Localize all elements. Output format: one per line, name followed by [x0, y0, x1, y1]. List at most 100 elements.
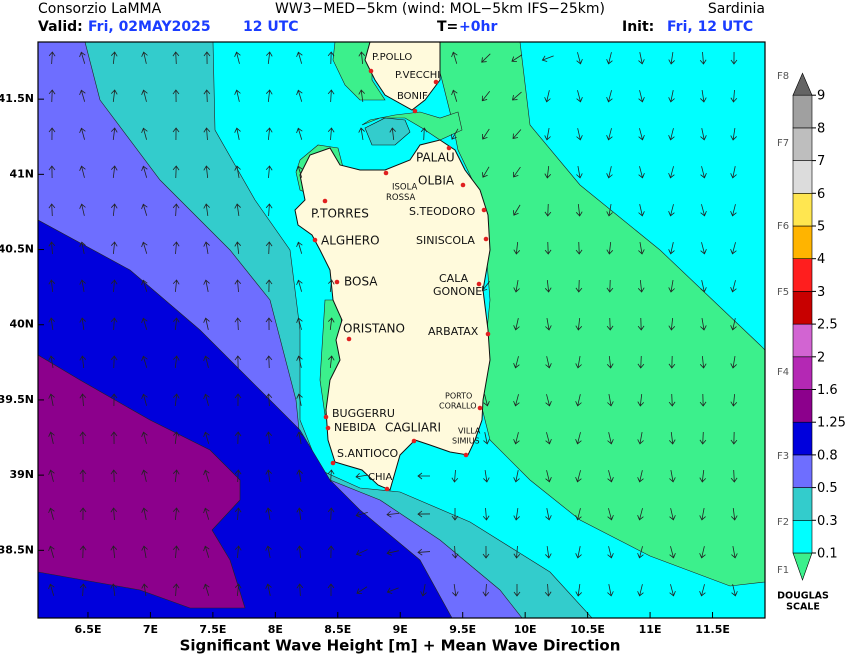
wave-arrow	[172, 393, 180, 407]
wave-arrow	[203, 127, 211, 141]
wave-arrow	[79, 279, 86, 292]
wave-arrow	[79, 507, 87, 521]
wave-arrow	[110, 469, 118, 483]
wave-arrow	[699, 508, 706, 521]
wave-arrow	[110, 583, 117, 596]
place-label: VILLA	[458, 427, 481, 436]
wave-arrow	[420, 127, 428, 141]
wave-arrow	[296, 317, 303, 330]
wave-arrow	[730, 128, 737, 141]
wave-arrow	[327, 89, 335, 103]
wave-arrow	[544, 279, 552, 293]
wave-arrow	[234, 241, 242, 255]
wave-arrow	[699, 51, 707, 65]
wave-arrow	[79, 241, 86, 254]
place-label: BONIF	[397, 91, 428, 102]
wave-arrow	[545, 508, 552, 521]
place-label: S.ANTIOCO	[337, 447, 399, 460]
wave-arrow	[48, 51, 56, 65]
colorbar-segment	[792, 258, 813, 292]
place-label: BOSA	[344, 275, 378, 289]
place-dot	[485, 331, 491, 337]
wave-arrow	[637, 546, 644, 559]
wave-arrow	[48, 583, 55, 596]
wave-arrow	[730, 204, 737, 217]
wave-arrow	[606, 241, 614, 255]
wave-arrow	[234, 279, 242, 293]
wave-arrow	[234, 355, 242, 369]
wave-arrow	[545, 546, 552, 559]
wave-arrow	[386, 510, 400, 518]
wave-arrow	[203, 165, 211, 179]
wave-arrow	[513, 508, 520, 521]
step-label: T=	[437, 19, 458, 35]
wave-arrow	[669, 470, 676, 483]
sardinia-land	[294, 139, 491, 491]
place-dot	[312, 237, 318, 243]
islet	[364, 117, 411, 146]
wave-arrow	[327, 317, 335, 331]
colorbar-segment	[792, 421, 813, 456]
valid-time: 12 UTC	[243, 19, 299, 35]
wave-arrow	[541, 55, 554, 62]
wave-arrow	[730, 356, 737, 369]
wave-arrow	[48, 89, 56, 103]
wave-arrow	[203, 469, 210, 482]
place-label: CORALLO	[439, 402, 477, 411]
wave-arrow	[730, 166, 737, 179]
wave-arrow	[607, 470, 614, 483]
wave-arrow	[234, 165, 241, 178]
lon-tick-label: 7E	[143, 623, 158, 636]
wave-arrow	[296, 51, 303, 64]
place-dot	[483, 236, 489, 242]
wave-arrow	[203, 393, 210, 406]
colorbar-segment	[792, 323, 813, 358]
wave-arrow	[172, 165, 180, 179]
wave-arrow	[172, 355, 180, 369]
wave-arrow	[141, 279, 148, 292]
wave-arrow	[730, 242, 737, 255]
wave-arrow	[389, 127, 397, 141]
wave-arrow	[575, 279, 583, 293]
wave-arrow	[575, 203, 583, 217]
wave-arrow	[545, 470, 552, 483]
wave-arrow	[483, 470, 490, 483]
map-frame	[37, 41, 766, 619]
wave-arrow	[544, 128, 551, 141]
wave-arrow	[451, 507, 459, 521]
wave-arrow	[355, 511, 368, 518]
wave-arrow	[575, 470, 582, 483]
field-band	[361, 111, 463, 141]
colorbar-segment	[792, 193, 813, 227]
colorbar-label: 4	[817, 252, 825, 267]
wave-arrow	[355, 473, 368, 480]
wave-arrow	[700, 204, 707, 217]
wave-arrow	[265, 279, 273, 293]
wave-arrow	[512, 204, 521, 216]
wave-arrow	[545, 394, 552, 407]
wave-arrow	[172, 317, 180, 331]
wave-arrow	[730, 51, 738, 65]
wave-arrow	[607, 394, 614, 407]
wave-arrow	[172, 51, 180, 65]
org: Consorzio LaMMA	[38, 1, 162, 17]
wave-arrow	[296, 431, 303, 444]
wave-arrow	[234, 545, 242, 559]
wave-arrow	[730, 507, 738, 521]
wave-arrow	[699, 469, 707, 483]
lon-tick-label: 10.5E	[570, 623, 605, 636]
wave-arrow	[110, 393, 118, 407]
wave-arrow	[79, 203, 86, 216]
places: P.POLLO P.VECCHI BONIF PALAU ISOLAROSSAOLBIA…	[311, 52, 491, 492]
wave-arrow	[141, 165, 148, 178]
lon-tick-label: 11.5E	[695, 623, 730, 636]
colorbar-segment	[792, 160, 813, 194]
region: Sardinia	[708, 1, 765, 17]
place-label: SINISCOLA	[416, 234, 475, 247]
colorbar-label: 9	[817, 89, 825, 104]
wave-arrow	[172, 127, 180, 141]
place-label: CALA	[439, 272, 469, 285]
wave-arrow	[79, 469, 87, 483]
wave-arrow	[234, 127, 241, 140]
place-label: BUGGERRU	[332, 407, 395, 420]
